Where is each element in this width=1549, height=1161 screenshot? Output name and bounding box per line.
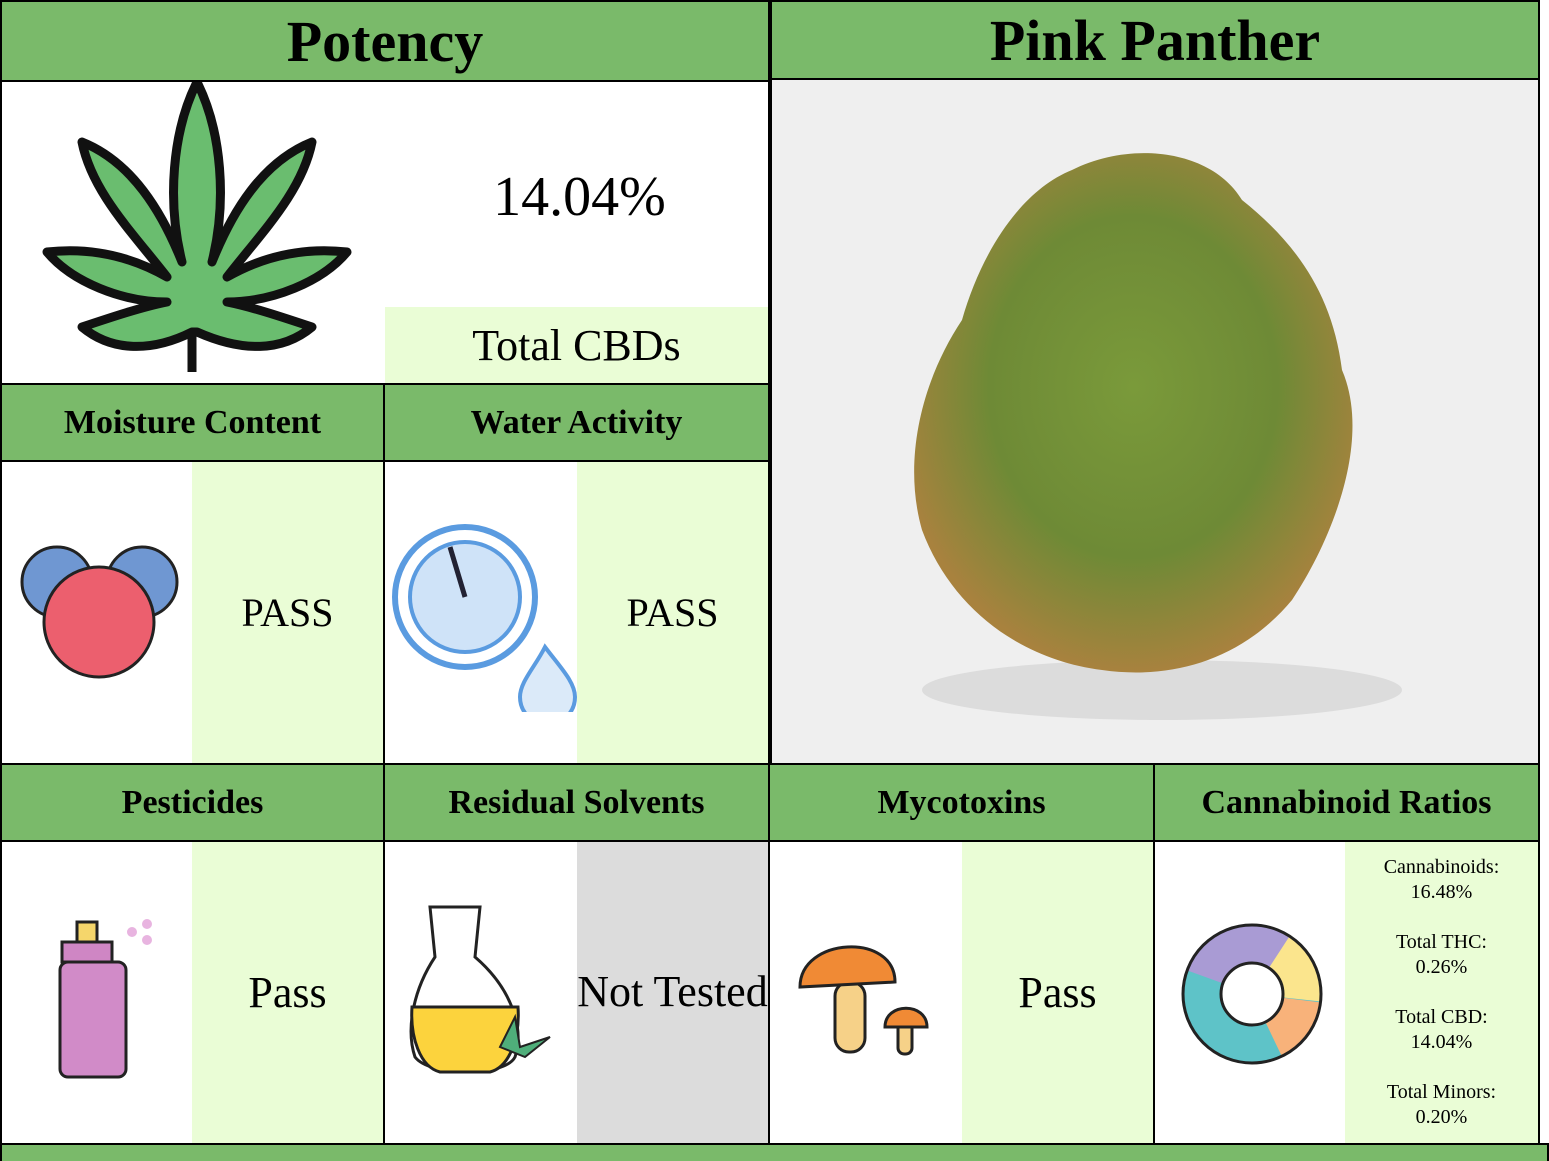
jug-icon [390,897,575,1087]
ratio-item: Total Minors:0.20% [1345,1080,1538,1130]
test-panel: PASS [0,460,385,765]
gauge-icon [390,517,580,712]
mushroom-icon [795,927,940,1062]
ratio-label: Total THC: [1345,930,1538,955]
potency-label: Total CBDs [385,307,768,383]
molecule-icon [17,542,182,682]
test-result: Not Tested [577,842,768,1143]
ratio-item: Total CBD:14.04% [1345,1005,1538,1055]
test-result: PASS [577,462,768,763]
potency-value: 14.04% [387,142,772,252]
spray-icon [52,912,162,1082]
page: Potency 14.04% Total CBDs Pink Panther M… [0,0,1549,1161]
section-title: Cannabinoid Ratios [1153,763,1540,842]
test-result: Pass [962,842,1153,1143]
ratio-list: Cannabinoids:16.48%Total THC:0.26%Total … [1345,842,1538,1143]
ratio-value: 16.48% [1345,880,1538,905]
donut-icon [1180,922,1325,1067]
section-title: Residual Solvents [383,763,770,842]
ratio-item: Total THC:0.26% [1345,930,1538,980]
ratio-value: 14.04% [1345,1030,1538,1055]
ratio-label: Cannabinoids: [1345,855,1538,880]
test-result: PASS [192,462,383,763]
section-title: Moisture Content [0,383,385,462]
bud-image [772,80,1538,763]
test-result: Pass [192,842,383,1143]
footer-bar [0,1143,1549,1161]
ratio-label: Total CBD: [1345,1005,1538,1030]
leaf-icon [32,82,362,382]
test-panel: Pass [0,840,385,1145]
product-name: Pink Panther [770,0,1540,80]
section-title: Pesticides [0,763,385,842]
section-title: Potency [0,0,770,82]
section-title: Mycotoxins [768,763,1155,842]
test-panel: Not Tested [383,840,770,1145]
test-panel: Pass [768,840,1155,1145]
ratio-value: 0.20% [1345,1105,1538,1130]
ratio-label: Total Minors: [1345,1080,1538,1105]
product-photo [770,78,1540,765]
test-panel: PASS [383,460,770,765]
potency-panel: 14.04% Total CBDs [0,80,770,385]
section-title: Water Activity [383,383,770,462]
ratio-item: Cannabinoids:16.48% [1345,855,1538,905]
ratio-value: 0.26% [1345,955,1538,980]
ratios-panel: Cannabinoids:16.48%Total THC:0.26%Total … [1153,840,1540,1145]
